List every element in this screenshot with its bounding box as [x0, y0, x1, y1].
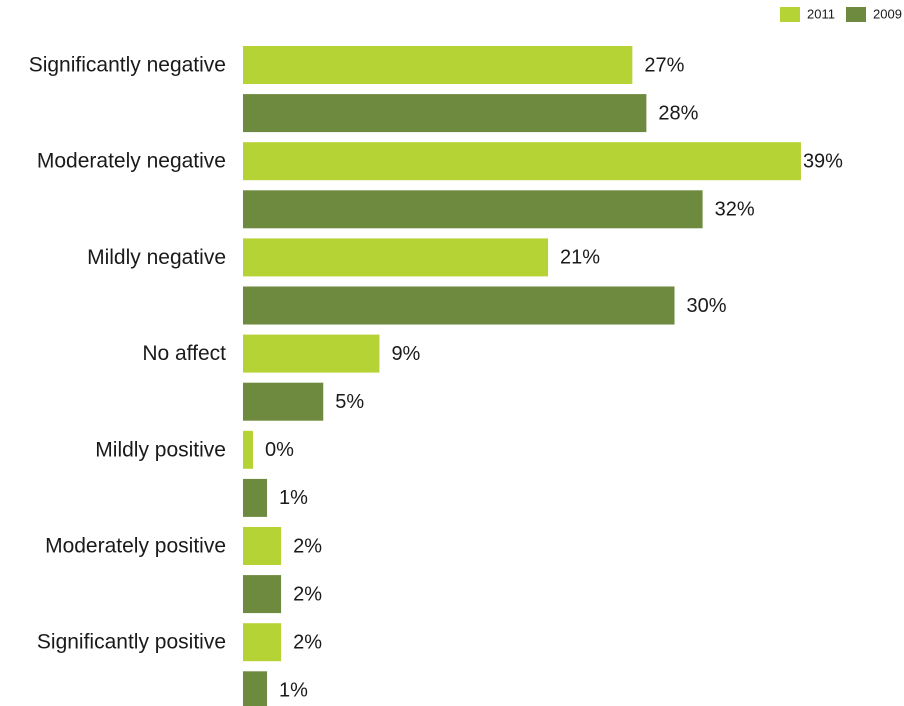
- value-label: 2%: [293, 535, 322, 557]
- legend-swatch: [780, 7, 800, 22]
- value-label: 27%: [644, 54, 684, 76]
- legend-swatch: [846, 7, 866, 22]
- category-label: Mildly negative: [87, 246, 226, 269]
- bar: [243, 527, 282, 565]
- bar: [243, 46, 633, 84]
- category-label: Mildly positive: [95, 438, 226, 461]
- category-label: Moderately negative: [37, 150, 226, 173]
- category-label: Significantly positive: [37, 631, 226, 654]
- value-label: 9%: [391, 343, 420, 365]
- category-label: Moderately positive: [45, 535, 226, 558]
- bar: [243, 671, 268, 706]
- value-label: 39%: [803, 150, 843, 172]
- value-label: 1%: [279, 680, 308, 702]
- category-label: Significantly negative: [29, 54, 226, 77]
- value-label: 0%: [265, 439, 294, 461]
- value-label: 1%: [279, 487, 308, 509]
- legend-label: 2009: [873, 6, 902, 21]
- bar: [243, 575, 282, 614]
- legend-label: 2011: [807, 6, 835, 21]
- bar: [243, 382, 324, 421]
- bar: [243, 286, 675, 325]
- bar: [243, 142, 801, 181]
- bar: [243, 94, 647, 133]
- bar: [243, 478, 268, 517]
- bar: [243, 623, 282, 662]
- value-label: 32%: [715, 199, 755, 221]
- value-label: 2%: [293, 583, 322, 605]
- bar: [243, 430, 253, 469]
- bar: [243, 238, 549, 277]
- value-label: 21%: [560, 247, 600, 269]
- value-label: 2%: [293, 631, 322, 653]
- category-label: No affect: [142, 342, 226, 365]
- value-label: 30%: [687, 295, 727, 317]
- value-label: 28%: [658, 102, 698, 124]
- bar: [243, 334, 380, 373]
- bar: [243, 190, 703, 229]
- value-label: 5%: [335, 391, 364, 413]
